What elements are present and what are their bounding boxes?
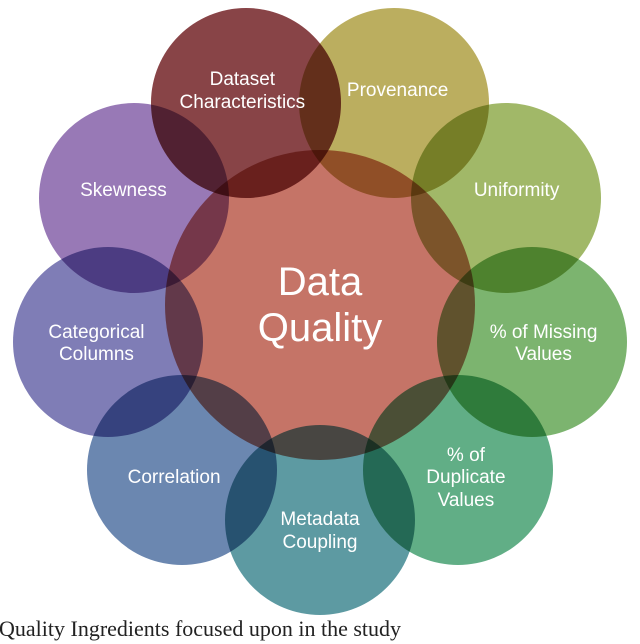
caption-text: Quality Ingredients focused upon in the …	[0, 616, 401, 642]
petal-circle	[151, 8, 341, 198]
diagram-stage: Data Quality ProvenanceUniformity% of Mi…	[0, 0, 640, 644]
